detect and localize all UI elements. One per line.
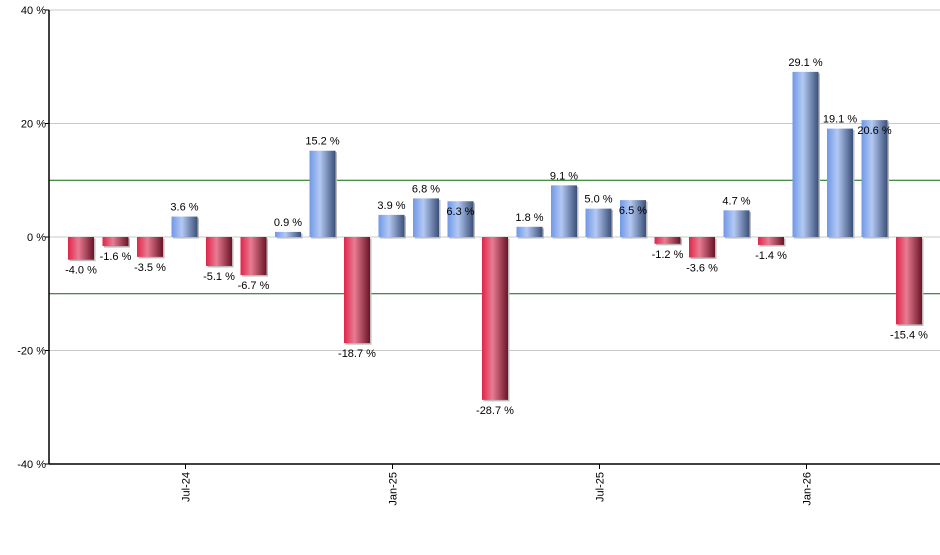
data-label: -3.5 % xyxy=(134,262,166,274)
bar xyxy=(620,200,646,237)
data-label: 19.1 % xyxy=(823,114,857,126)
bar xyxy=(344,237,370,344)
data-label: 0.9 % xyxy=(274,217,302,229)
data-label: -5.1 % xyxy=(203,271,235,283)
bar xyxy=(585,208,612,237)
bar xyxy=(723,210,750,237)
bar xyxy=(654,237,681,244)
data-label: 4.7 % xyxy=(722,195,750,207)
bar xyxy=(447,201,474,237)
bar xyxy=(378,214,405,237)
bar xyxy=(861,120,888,237)
bar xyxy=(68,237,94,260)
bar xyxy=(171,216,198,237)
bar xyxy=(240,237,267,276)
y-tick-label: 0 % xyxy=(27,232,46,244)
bar xyxy=(896,237,922,325)
data-labels: -4.0 %-1.6 %-3.5 % 3.6 % -5.1 %-6.7 % 0.9 %… xyxy=(65,57,928,417)
data-label: 6.5 % xyxy=(619,205,647,217)
data-label: 3.6 % xyxy=(170,202,198,214)
bars xyxy=(68,71,924,402)
data-label: 9.1 % xyxy=(550,170,578,182)
bar xyxy=(758,237,784,245)
bar xyxy=(551,185,577,237)
bar xyxy=(309,150,336,237)
bar xyxy=(206,237,232,266)
data-label: 15.2 % xyxy=(305,136,339,148)
data-label: 20.6 % xyxy=(857,125,891,137)
data-label: -1.6 % xyxy=(100,251,132,263)
data-label: 1.8 % xyxy=(515,212,543,224)
y-tick-label: 40 % xyxy=(21,5,46,17)
data-label: -6.7 % xyxy=(238,280,270,292)
data-label: -28.7 % xyxy=(476,405,514,417)
bar xyxy=(689,237,715,258)
data-label: 3.9 % xyxy=(377,200,405,212)
data-label: -4.0 % xyxy=(65,265,97,277)
x-tick-label: Jul-25 xyxy=(595,472,607,502)
x-tick-label: Jan-26 xyxy=(802,472,814,506)
y-tick-label: 20 % xyxy=(21,119,46,131)
data-label: 29.1 % xyxy=(788,57,822,69)
data-label: -18.7 % xyxy=(338,348,376,360)
data-label: 6.8 % xyxy=(412,183,440,195)
x-tick-label: Jul-24 xyxy=(181,472,193,502)
data-label: -1.2 % xyxy=(652,249,684,261)
bar xyxy=(275,231,301,237)
data-label: 6.3 % xyxy=(446,206,474,218)
y-tick-label: -40 % xyxy=(17,459,46,471)
bar xyxy=(413,198,439,237)
bar xyxy=(516,226,543,237)
data-label: -3.6 % xyxy=(686,262,718,274)
bar xyxy=(827,128,853,237)
bar xyxy=(792,71,819,237)
y-tick-label: -20 % xyxy=(17,346,46,358)
data-label: -1.4 % xyxy=(755,250,787,262)
bar xyxy=(137,237,163,257)
x-tick-label: Jan-25 xyxy=(388,472,400,506)
data-label: 5.0 % xyxy=(584,194,612,206)
bar xyxy=(102,237,129,247)
bar xyxy=(482,237,508,400)
data-label: -15.4 % xyxy=(890,329,928,341)
axes: 40 % 20 % 0 % -20 % -40 % Jul-24 Jan-25 Jul-25 J… xyxy=(17,5,940,506)
